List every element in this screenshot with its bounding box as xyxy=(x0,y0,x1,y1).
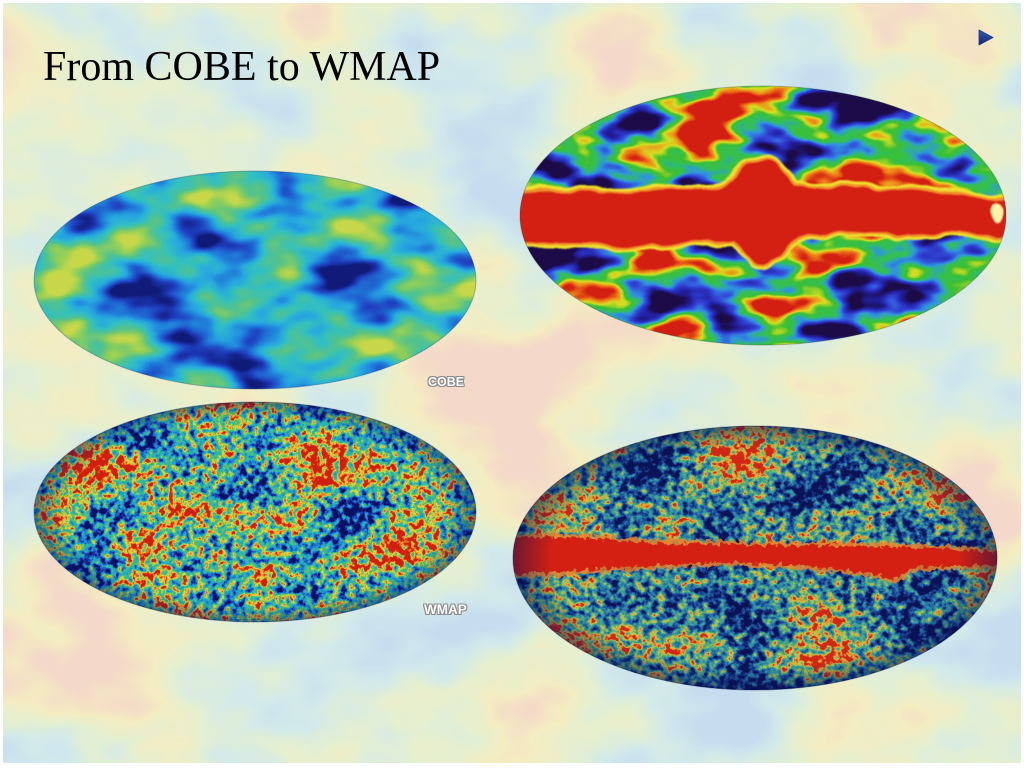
wmap-galaxy-map xyxy=(512,425,998,691)
play-arrow-icon[interactable] xyxy=(977,28,995,47)
cobe-label: COBE xyxy=(428,375,465,389)
play-arrow-shape[interactable] xyxy=(978,29,994,46)
next-slide-button[interactable] xyxy=(977,28,995,47)
galactic-plane-band xyxy=(520,153,1006,269)
cobe-cmb-texture xyxy=(34,171,476,389)
slide-title: From COBE to WMAP xyxy=(43,44,441,90)
cobe-cmb-map xyxy=(33,170,477,390)
map-rim-shade xyxy=(34,402,476,622)
wmap-label: WMAP xyxy=(424,602,467,617)
wmap-cmb-map xyxy=(33,401,477,623)
map-outline xyxy=(33,401,477,623)
cobe-galaxy-map xyxy=(519,85,1007,346)
map-rim-shade xyxy=(513,426,997,690)
map-outline xyxy=(512,425,998,691)
map-outline xyxy=(33,170,477,390)
map-outline xyxy=(519,85,1007,346)
